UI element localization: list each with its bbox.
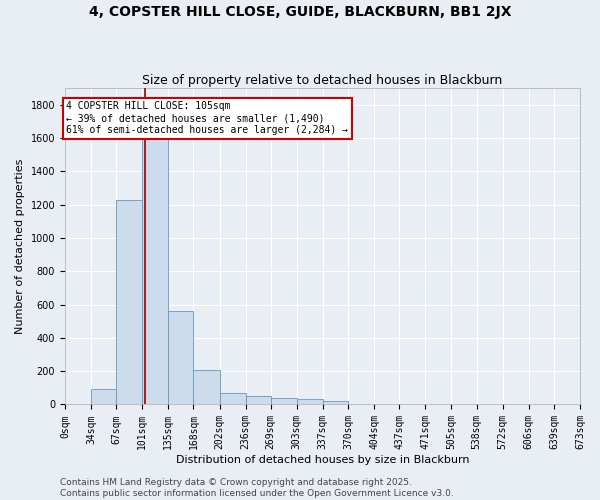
Bar — [142, 135, 168, 404]
Bar — [245, 396, 271, 404]
Bar — [220, 393, 245, 404]
Bar — [116, 200, 142, 404]
Y-axis label: Number of detached properties: Number of detached properties — [15, 158, 25, 334]
Bar — [271, 398, 297, 404]
Title: Size of property relative to detached houses in Blackburn: Size of property relative to detached ho… — [142, 74, 503, 87]
Bar — [168, 311, 193, 404]
Bar — [297, 400, 323, 404]
Text: 4, COPSTER HILL CLOSE, GUIDE, BLACKBURN, BB1 2JX: 4, COPSTER HILL CLOSE, GUIDE, BLACKBURN,… — [89, 5, 511, 19]
Bar — [323, 401, 348, 404]
Text: Contains HM Land Registry data © Crown copyright and database right 2025.
Contai: Contains HM Land Registry data © Crown c… — [60, 478, 454, 498]
Bar — [91, 390, 116, 404]
X-axis label: Distribution of detached houses by size in Blackburn: Distribution of detached houses by size … — [176, 455, 469, 465]
Text: 4 COPSTER HILL CLOSE: 105sqm
← 39% of detached houses are smaller (1,490)
61% of: 4 COPSTER HILL CLOSE: 105sqm ← 39% of de… — [67, 102, 349, 134]
Bar — [193, 370, 220, 404]
